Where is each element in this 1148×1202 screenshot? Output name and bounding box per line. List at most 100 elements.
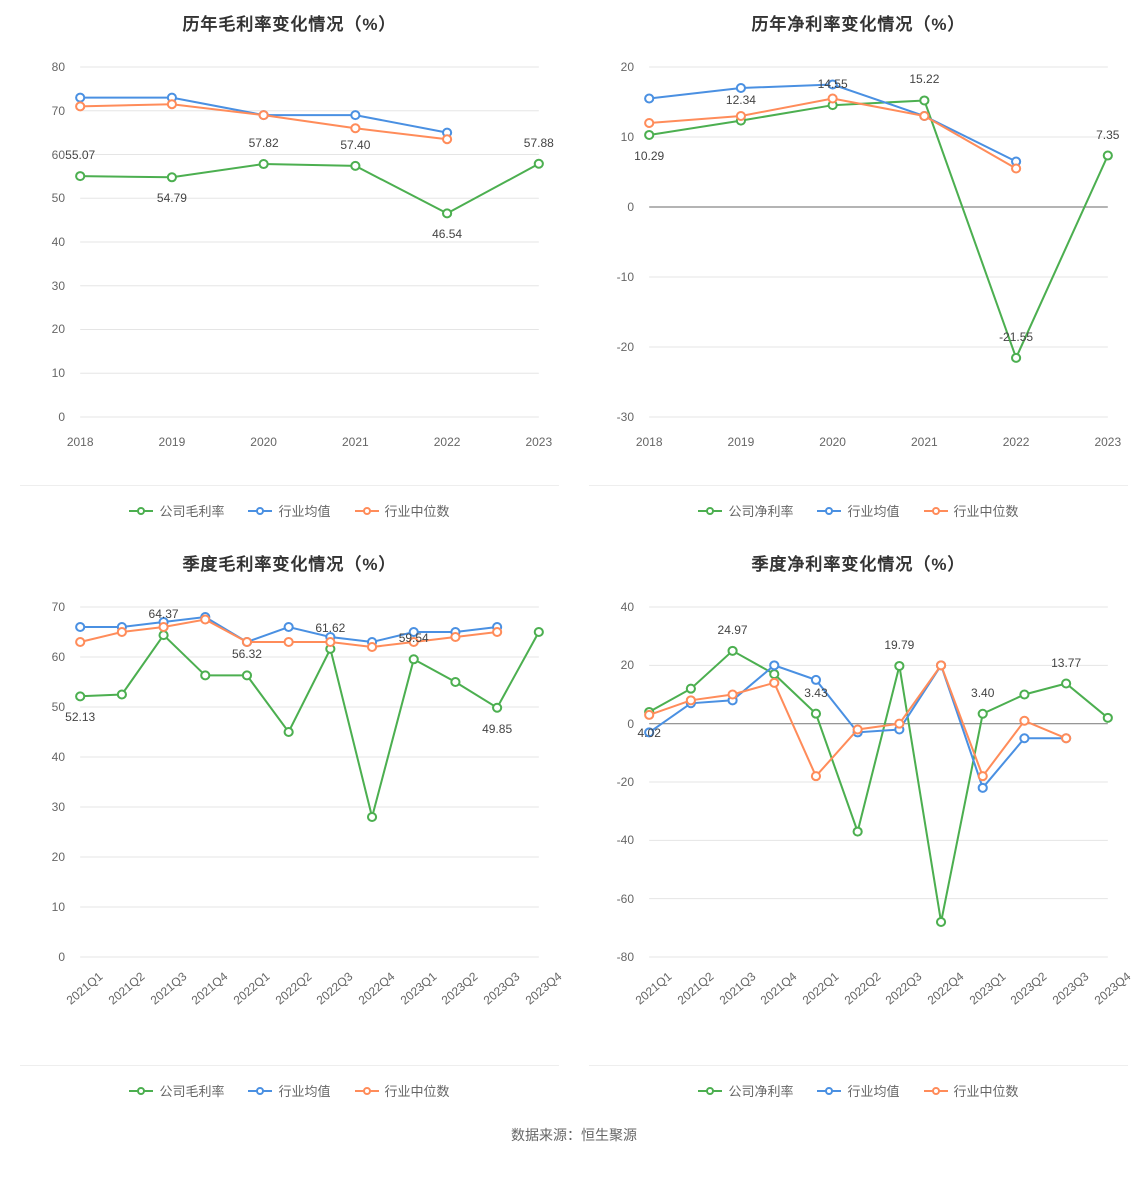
legend-item-industry_median[interactable]: 行业中位数 (924, 501, 1019, 520)
x-tick-label: 2023Q4 (522, 969, 564, 1007)
x-tick-label: 2023Q1 (397, 969, 439, 1007)
y-tick-label: -30 (589, 410, 634, 424)
legend-item-industry_avg[interactable]: 行业均值 (248, 501, 330, 520)
x-tick-label: 2021Q1 (633, 969, 675, 1007)
x-tick-label: 2021Q1 (64, 969, 106, 1007)
plot-area: -30-20-100102010.2912.3414.5515.22-21.55… (639, 47, 1118, 427)
series-marker (895, 720, 903, 728)
legend-label: 行业中位数 (385, 501, 450, 520)
legend-item-industry_median[interactable]: 行业中位数 (355, 501, 450, 520)
series-marker (854, 828, 862, 836)
chart-annual_net: 历年净利率变化情况（%） -30-20-100102010.2912.3414.5… (589, 10, 1128, 520)
x-tick-label: 2018 (67, 435, 94, 449)
legend-item-company[interactable]: 公司毛利率 (129, 1081, 224, 1100)
x-tick-label: 2023Q2 (1008, 969, 1050, 1007)
legend-item-industry_median[interactable]: 行业中位数 (924, 1081, 1019, 1100)
x-tick-label: 2023Q2 (439, 969, 481, 1007)
series-line-industry_median (649, 665, 1066, 776)
legend-marker-icon (248, 1086, 272, 1096)
series-marker (451, 633, 459, 641)
x-tick-label: 2023Q1 (966, 969, 1008, 1007)
series-marker (1012, 354, 1020, 362)
series-marker (829, 95, 837, 103)
x-axis: 201820192020202120222023 (639, 435, 1118, 455)
legend-label: 公司净利率 (728, 1081, 793, 1100)
legend-item-industry_avg[interactable]: 行业均值 (248, 1081, 330, 1100)
legend-item-industry_median[interactable]: 行业中位数 (355, 1081, 450, 1100)
series-marker (76, 102, 84, 110)
plot-svg (639, 587, 1118, 967)
series-marker (493, 704, 501, 712)
series-marker (895, 662, 903, 670)
x-tick-label: 2021 (911, 435, 938, 449)
legend-item-company[interactable]: 公司净利率 (698, 501, 793, 520)
series-marker (76, 638, 84, 646)
series-marker (443, 135, 451, 143)
series-marker (285, 623, 293, 631)
x-tick-label: 2021 (342, 435, 369, 449)
legend-marker-icon (129, 506, 153, 516)
x-tick-label: 2020 (250, 435, 277, 449)
series-marker (687, 685, 695, 693)
series-marker (443, 209, 451, 217)
legend-item-company[interactable]: 公司毛利率 (129, 501, 224, 520)
x-axis: 2021Q12021Q22021Q32021Q42022Q12022Q22022… (70, 975, 549, 1035)
x-tick-label: 2021Q3 (716, 969, 758, 1007)
y-tick-label: -80 (589, 950, 634, 964)
x-tick-label: 2021Q4 (758, 969, 800, 1007)
series-marker (920, 96, 928, 104)
series-marker (979, 784, 987, 792)
x-tick-label: 2022Q3 (314, 969, 356, 1007)
legend-item-industry_avg[interactable]: 行业均值 (817, 501, 899, 520)
series-marker (854, 726, 862, 734)
y-tick-label: 20 (20, 322, 65, 336)
legend-item-industry_avg[interactable]: 行业均值 (817, 1081, 899, 1100)
legend: 公司毛利率 行业均值 行业中位数 (20, 485, 559, 520)
series-marker (76, 692, 84, 700)
chart-title: 历年毛利率变化情况（%） (20, 10, 559, 35)
series-marker (812, 710, 820, 718)
series-marker (937, 918, 945, 926)
plot-svg (639, 47, 1118, 427)
y-tick-label: -10 (589, 270, 634, 284)
x-tick-label: 2022 (1003, 435, 1030, 449)
x-axis: 2021Q12021Q22021Q32021Q42022Q12022Q22022… (639, 975, 1118, 1035)
series-marker (76, 172, 84, 180)
series-marker (368, 643, 376, 651)
legend-marker-icon (129, 1086, 153, 1096)
x-tick-label: 2023Q4 (1091, 969, 1133, 1007)
series-marker (645, 728, 653, 736)
series-marker (535, 160, 543, 168)
series-marker (493, 628, 501, 636)
series-marker (201, 616, 209, 624)
series-line-company (80, 164, 539, 214)
y-tick-label: 0 (589, 200, 634, 214)
series-marker (243, 638, 251, 646)
y-tick-label: 10 (20, 900, 65, 914)
series-marker (1020, 717, 1028, 725)
series-marker (326, 638, 334, 646)
series-marker (937, 661, 945, 669)
series-marker (410, 655, 418, 663)
y-axis: 01020304050607080 (20, 47, 65, 427)
series-line-company (80, 632, 539, 817)
x-tick-label: 2021Q2 (675, 969, 717, 1007)
series-marker (159, 623, 167, 631)
series-marker (770, 661, 778, 669)
legend-item-company[interactable]: 公司净利率 (698, 1081, 793, 1100)
x-tick-label: 2022Q1 (800, 969, 842, 1007)
legend-marker-icon (698, 506, 722, 516)
x-tick-label: 2022Q1 (231, 969, 273, 1007)
x-axis: 201820192020202120222023 (70, 435, 549, 455)
y-tick-label: -20 (589, 340, 634, 354)
series-marker (770, 679, 778, 687)
legend-marker-icon (817, 506, 841, 516)
y-tick-label: 80 (20, 60, 65, 74)
y-tick-label: -20 (589, 775, 634, 789)
plot-svg (70, 587, 549, 967)
chart-title: 历年净利率变化情况（%） (589, 10, 1128, 35)
x-tick-label: 2022Q2 (841, 969, 883, 1007)
y-tick-label: 0 (20, 410, 65, 424)
series-marker (351, 111, 359, 119)
legend-label: 行业中位数 (385, 1081, 450, 1100)
